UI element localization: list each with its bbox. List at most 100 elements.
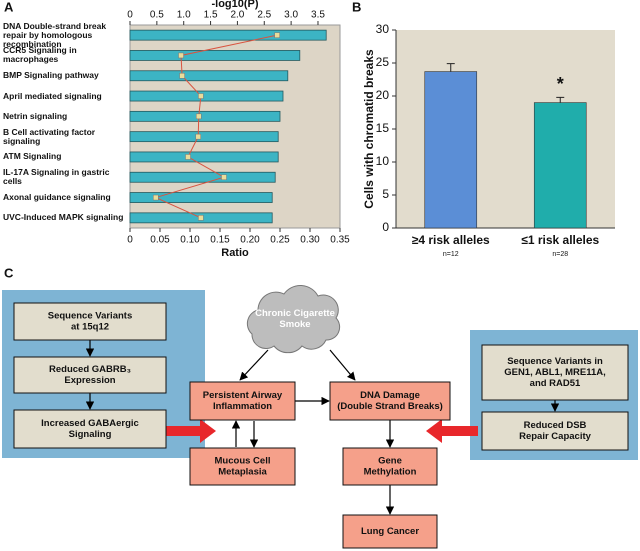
node-box [13,302,167,341]
node-text: Persistent Airway [203,390,283,401]
x2-tick-label: 0 [127,10,133,21]
line [154,34,278,219]
node-text: Lung Cancer [361,526,419,537]
bar [129,90,284,102]
node-text: Mucous Cell [215,456,271,467]
line-marker [153,194,159,201]
bar [424,71,478,229]
x-axis-title: Ratio [221,247,249,259]
error-bar [446,63,455,72]
line-marker [195,133,201,140]
x-tick-label: 0.35 [330,235,350,246]
cloud [246,284,341,354]
line-marker [195,113,202,120]
panel-label: C [4,265,14,280]
node-text: Inflammation [213,401,272,412]
bar [129,50,301,61]
y-tick-label: 0 [382,220,389,234]
node-text: Chronic Cigarette [255,308,335,319]
line-marker [185,154,191,160]
category-label: IL-17A Signaling in gastric cells [3,167,110,187]
node-text: Smoke [279,319,310,330]
x-tick-label: 0.10 [180,235,200,246]
y-tick-label: 30 [376,22,390,36]
x-tick-label: 0 [127,235,133,246]
bar [129,151,279,163]
node-text: Metaplasia [218,467,267,478]
bar [129,110,281,122]
bar [129,131,279,143]
category-label: April mediated signaling [3,90,102,101]
x-tick-label: 0.30 [300,235,320,246]
annotation: * [557,74,564,94]
node-text: Reduced DSB [524,420,587,431]
node-text: and RAD51 [530,378,581,389]
panel-label: A [4,0,14,14]
red-arrow [426,419,478,443]
bar [129,70,289,82]
node-box [189,381,296,421]
y-tick-label: 20 [376,88,390,102]
node-text: Expression [64,375,115,386]
x-tick-label: 0.05 [150,235,170,246]
x2-tick-label: 1.0 [177,10,191,21]
node-box [481,411,629,451]
node-text: Repair Capacity [519,431,592,442]
category-label: DNA Double-strand break repair by homolo… [3,20,107,49]
sample-size: n=28 [552,251,568,258]
category-label: ATM Signaling [3,151,62,162]
bar [129,29,327,41]
line-marker [198,93,204,99]
bar [129,171,276,183]
line-marker [179,73,185,79]
x2-tick-label: 0.5 [150,10,164,21]
y-tick-label: 15 [376,121,390,135]
node-text: (Double Strand Breaks) [337,401,443,412]
y-axis-title: Cells with chromatid breaks [362,49,376,209]
node-text: Gene [378,456,402,467]
node-box [13,409,167,449]
node-box [13,356,167,394]
x-tick-label: ≤1 risk alleles [521,233,599,247]
x2-tick-label: 3.0 [284,10,298,21]
x2-tick-label: 3.5 [311,10,325,21]
line-marker [274,32,280,38]
node-text: Reduced GABRB₃ [49,364,131,375]
x2-tick-label: 1.5 [204,10,218,21]
node-text: DNA Damage [360,390,420,401]
node-text: at 15q12 [71,322,109,333]
x2-tick-label: 2.0 [230,10,244,21]
category-label: BMP Signaling pathway [3,70,99,81]
y-tick-label: 5 [382,187,389,201]
x-tick-label: ≥4 risk alleles [412,233,490,247]
node-text: Sequence Variants in [507,356,603,367]
panel-label: B [352,0,361,14]
category-label: UVC-Induced MAPK signaling [3,212,124,223]
node-box [481,344,629,401]
x2-axis-title: -log10(P) [211,0,258,10]
arrows [85,340,560,515]
line-marker [221,174,227,180]
category-label: B Cell activating factor signaling [3,126,96,146]
node-box [342,447,438,486]
category-label: Axonal guidance signaling [3,192,111,203]
bar [533,102,587,229]
bar [129,192,273,203]
node-text: Methylation [364,467,417,478]
node-box [342,514,438,549]
node-text: GEN1, ABL1, MRE11A, [504,367,606,378]
sample-size: n=12 [443,251,459,258]
red-arrow [160,419,216,443]
line-marker [178,52,184,59]
error-bar [556,96,565,103]
x2-tick-label: 2.5 [257,10,271,21]
y-tick-label: 25 [376,55,390,69]
x-tick-label: 0.20 [240,235,260,246]
x-tick-label: 0.15 [210,235,230,246]
node-box [189,447,296,486]
node-box [329,381,451,421]
y-tick-label: 10 [376,154,390,168]
node-text: Sequence Variants [48,311,132,322]
